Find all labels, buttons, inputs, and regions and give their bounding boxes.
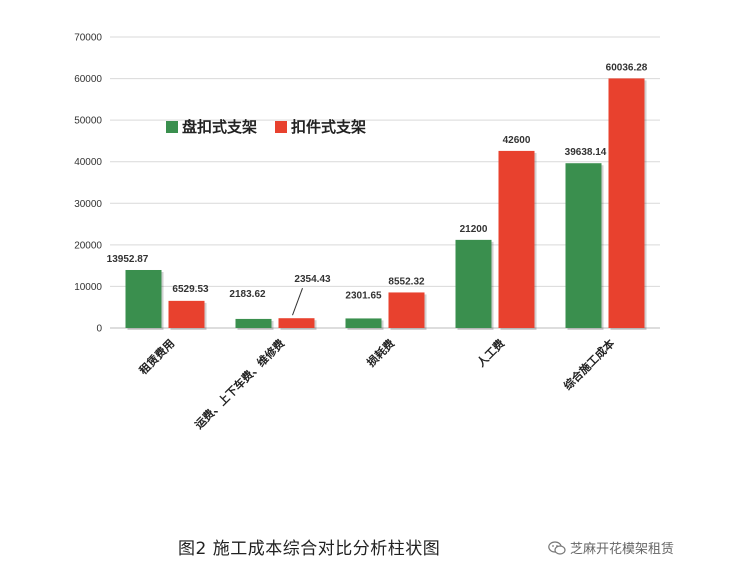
data-label: 2183.62: [229, 289, 266, 300]
category-label: 运费、上下车费、维修费: [192, 336, 287, 431]
bar: [278, 318, 315, 328]
bars: [125, 78, 647, 330]
data-label: 2301.65: [345, 290, 382, 301]
legend-entry: 盘扣式支架: [182, 118, 257, 136]
bar: [388, 292, 425, 328]
data-labels: 13952.87 6529.53 2183.62 2354.43 2301.65 8552…: [107, 62, 648, 316]
category-label: 租赁费用: [136, 336, 177, 377]
data-label: 42600: [503, 135, 531, 146]
watermark: 芝麻开花模架租赁: [548, 538, 674, 557]
data-label: 39638.14: [565, 147, 607, 158]
figure-caption: 图2 施工成本综合对比分析柱状图: [178, 539, 441, 559]
data-label: 21200: [460, 224, 488, 235]
legend-swatch: [275, 121, 287, 133]
data-label: 8552.32: [388, 276, 425, 287]
data-label: 2354.43: [294, 274, 331, 285]
data-label: 6529.53: [172, 284, 209, 295]
bar: [498, 150, 535, 328]
x-axis-category-labels: 租赁费用 运费、上下车费、维修费 损耗费 人工费 综合施工成本: [136, 336, 617, 431]
bar: [168, 300, 205, 328]
y-tick-label: 50000: [74, 116, 102, 127]
category-label: 损耗费: [364, 336, 397, 369]
y-tick-label: 40000: [74, 157, 102, 168]
bar: [565, 163, 602, 328]
y-tick-label: 20000: [74, 240, 102, 251]
y-axis-tick-labels: 0 10000 20000 30000 40000 50000 60000 70000: [74, 33, 102, 335]
y-tick-label: 70000: [74, 33, 102, 44]
wechat-icon: [548, 540, 566, 555]
category-label: 综合施工成本: [561, 336, 618, 393]
data-label: 13952.87: [107, 254, 149, 265]
legend-entry: 扣件式支架: [291, 118, 366, 136]
data-label: 60036.28: [606, 62, 648, 73]
legend: 盘扣式支架 扣件式支架: [166, 118, 366, 136]
bar: [235, 318, 272, 328]
watermark-text: 芝麻开花模架租赁: [570, 542, 675, 557]
y-tick-label: 60000: [74, 74, 102, 85]
legend-swatch: [166, 121, 178, 133]
gridlines: [110, 36, 660, 329]
y-tick-label: 0: [96, 324, 102, 335]
bar: [125, 269, 162, 328]
y-tick-label: 30000: [74, 199, 102, 210]
y-tick-label: 10000: [74, 282, 102, 293]
bar: [345, 318, 382, 328]
bar: [455, 239, 492, 328]
leader-line: [292, 288, 303, 316]
bar-chart: 0 10000 20000 30000 40000 50000 60000 70000 139…: [74, 33, 660, 432]
bar: [608, 78, 645, 328]
category-label: 人工费: [474, 336, 507, 369]
